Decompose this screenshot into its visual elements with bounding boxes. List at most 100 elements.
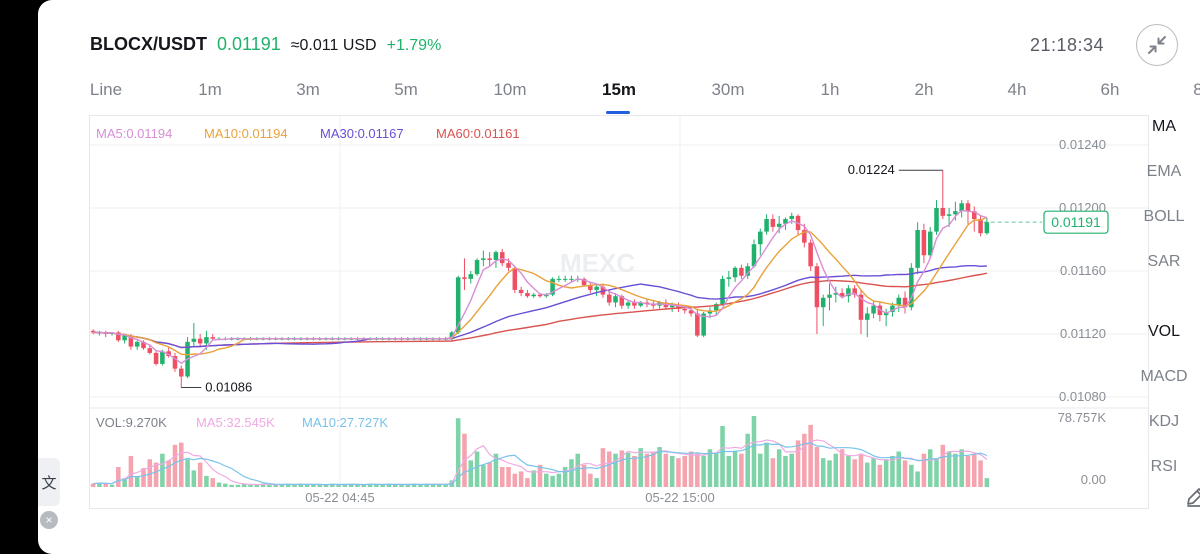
volume-bar: [499, 467, 505, 487]
candle-body: [820, 297, 826, 308]
volume-bar: [512, 473, 518, 487]
indicator-ma[interactable]: MA: [1152, 118, 1176, 135]
volume-bar: [594, 478, 599, 487]
volume-bar: [550, 475, 555, 487]
candle-body: [940, 208, 946, 216]
high-label: 0.01224: [848, 162, 895, 177]
candle-body: [953, 211, 958, 215]
indicator-kdj[interactable]: KDJ: [1148, 413, 1180, 430]
tab-5m[interactable]: 5m: [394, 80, 418, 99]
volume-bar: [827, 460, 832, 487]
volume-bar: [285, 483, 291, 487]
indicator-vol[interactable]: VOL: [1147, 323, 1180, 340]
tab-3m[interactable]: 3m: [296, 80, 320, 99]
tab-8h[interactable]: 8: [1193, 80, 1200, 99]
volume-bar: [531, 470, 536, 487]
candle-body: [518, 289, 524, 294]
candle-body: [896, 297, 902, 306]
vol-ma10-line: [93, 442, 988, 486]
volume-bar: [147, 459, 153, 487]
tab-30m[interactable]: 30m: [711, 80, 745, 99]
candle-body: [506, 263, 511, 268]
volume-bar: [644, 453, 650, 487]
volume-bar: [940, 444, 946, 487]
pencil-icon[interactable]: [1184, 484, 1200, 508]
tab-2h[interactable]: 2h: [914, 80, 934, 99]
candle-body: [141, 341, 146, 349]
candle-body: [789, 215, 795, 220]
candle-body: [865, 313, 870, 320]
volume-bar: [279, 484, 285, 487]
volume-bar: [141, 468, 146, 487]
tab-line[interactable]: Line: [89, 80, 123, 99]
volume-bar: [223, 483, 228, 487]
indicator-rsi[interactable]: RSI: [1150, 458, 1178, 472]
candle-body: [927, 231, 933, 256]
vol-axis-min: 0.00: [1081, 472, 1106, 487]
volume-bar: [260, 483, 266, 487]
tab-6h[interactable]: 6h: [1100, 80, 1120, 99]
ma-legend-item: MA30:0.01167: [320, 126, 404, 141]
pair-name[interactable]: BLOCX/USDT: [90, 34, 207, 54]
volume-bar: [304, 484, 310, 487]
tab-4h[interactable]: 4h: [1007, 80, 1027, 99]
volume-bar: [330, 483, 335, 487]
volume-bar: [820, 458, 826, 487]
candle-body: [676, 305, 681, 309]
collapse-button[interactable]: [1136, 24, 1178, 66]
tab-10m[interactable]: 10m: [493, 80, 527, 99]
tab-1h[interactable]: 1h: [820, 80, 840, 99]
candlestick-chart[interactable]: 0.012400.012000.011600.011200.01080MEXC0…: [90, 116, 1148, 508]
indicator-macd[interactable]: MACD: [1140, 368, 1188, 385]
indicator-ema[interactable]: EMA: [1146, 163, 1182, 180]
candle-body: [745, 266, 750, 276]
candle-body: [632, 302, 637, 306]
volume-bar: [783, 455, 788, 487]
volume-bar: [229, 484, 234, 487]
close-icon[interactable]: ×: [40, 511, 58, 529]
volume-bar: [348, 483, 354, 487]
language-switch[interactable]: 文: [38, 458, 60, 506]
candle-body: [449, 332, 455, 339]
interval-tabs: Line 1m 3m 5m 10m 15m 30m 1h 2h 4h 6h 8: [38, 80, 1200, 120]
volume-bar: [588, 473, 593, 487]
candle-body: [537, 294, 543, 297]
tab-1m[interactable]: 1m: [198, 80, 222, 99]
candle-body: [481, 258, 486, 260]
volume-bar: [342, 484, 348, 487]
chart-area[interactable]: 0.01240 0.01200 0.01160 0.01120 0.01080 MEXC 0…: [89, 115, 1149, 509]
indicator-sar[interactable]: SAR: [1147, 253, 1181, 270]
candle-body: [606, 294, 612, 303]
tab-15m[interactable]: 15m: [601, 80, 637, 99]
volume-bar: [392, 484, 398, 487]
indicator-boll[interactable]: BOLL: [1143, 208, 1185, 225]
candle-body: [751, 244, 757, 267]
volume-bar: [764, 442, 769, 487]
volume-bar: [839, 449, 845, 487]
candle-body: [972, 211, 977, 220]
volume-bar: [789, 453, 795, 487]
volume-bar: [606, 451, 612, 487]
volume-bar: [455, 418, 461, 487]
volume-bar: [103, 483, 108, 487]
candle-body: [682, 308, 688, 311]
volume-bar: [430, 484, 436, 487]
candle-body: [984, 222, 990, 234]
candle-body: [625, 302, 631, 306]
candle-body: [90, 330, 96, 333]
candle-body: [921, 230, 927, 256]
candle-body: [455, 277, 461, 333]
volume-bar: [204, 475, 209, 487]
volume-bar: [544, 473, 549, 487]
volume-bar: [418, 484, 423, 487]
price-change: +1.79%: [386, 37, 442, 54]
volume-bar: [946, 451, 952, 487]
volume-bar: [481, 464, 486, 487]
volume-bar: [411, 483, 417, 487]
volume-bar: [556, 473, 562, 487]
volume-bar: [191, 470, 197, 487]
volume-bar: [802, 433, 807, 487]
volume-bar: [921, 453, 927, 487]
volume-bar: [374, 484, 379, 487]
volume-bar: [682, 455, 688, 487]
